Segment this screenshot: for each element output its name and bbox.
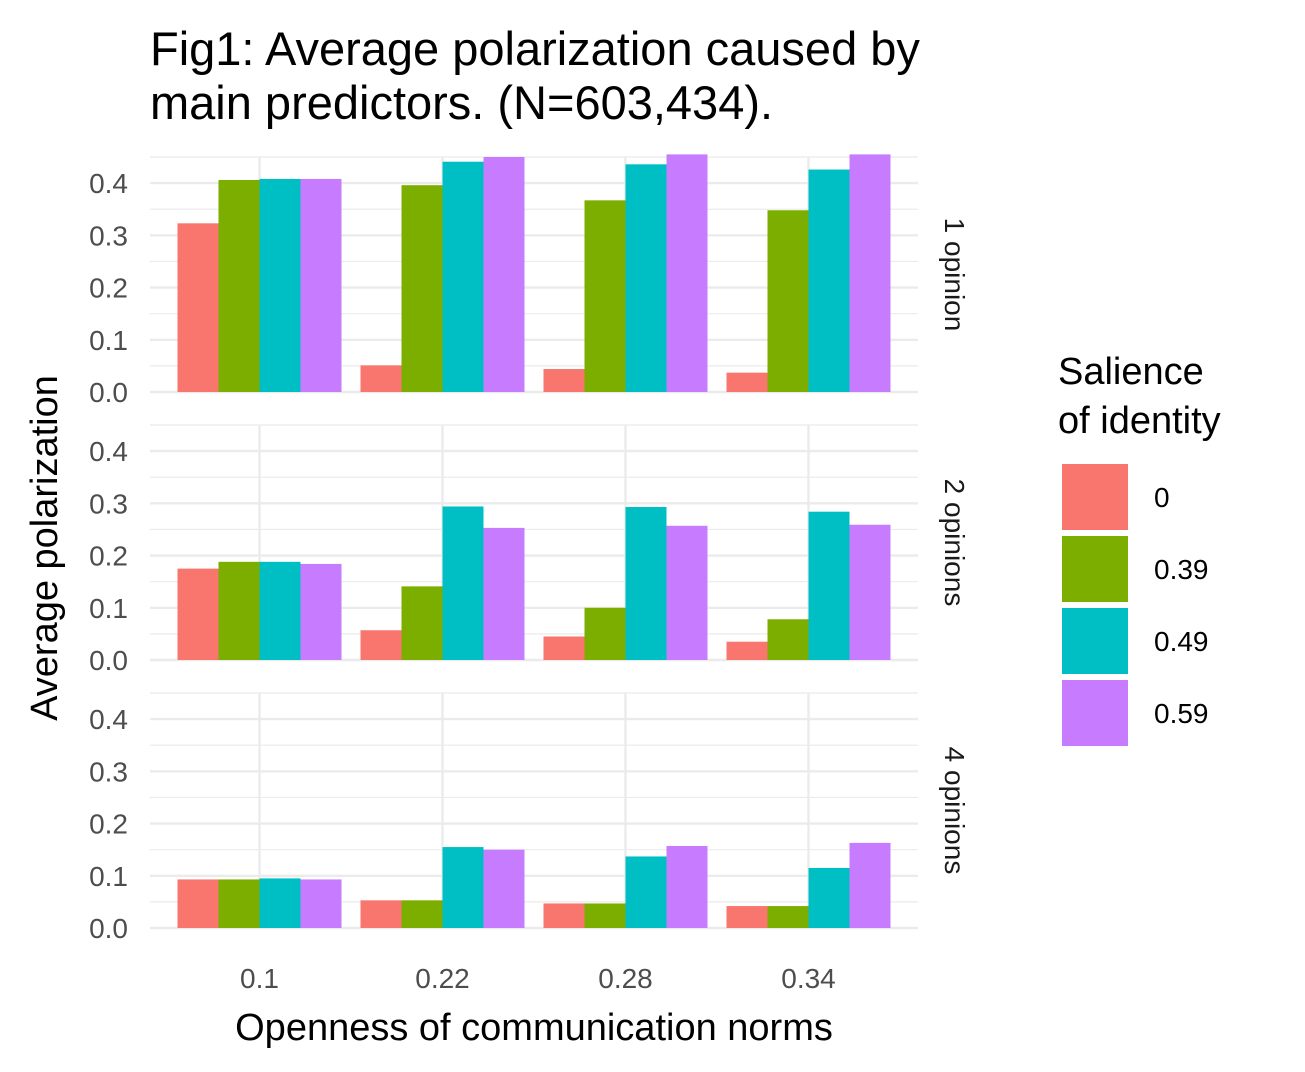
- chart-title: Fig1: Average polarization caused by mai…: [150, 22, 1250, 130]
- y-tick-label: 0.3: [89, 220, 128, 251]
- bar: [625, 856, 667, 928]
- bar: [808, 169, 850, 392]
- bar: [666, 525, 708, 660]
- bar: [767, 619, 809, 660]
- bar: [767, 906, 809, 928]
- legend-label: 0.59: [1154, 698, 1209, 729]
- bar: [259, 178, 301, 392]
- bar: [360, 630, 402, 660]
- bar: [584, 200, 626, 392]
- bar: [625, 164, 667, 392]
- bar: [401, 586, 443, 660]
- bar: [401, 185, 443, 392]
- bar: [300, 178, 342, 392]
- y-tick-label: 0.4: [89, 168, 128, 199]
- y-tick-label: 0.1: [89, 861, 128, 892]
- bar: [584, 607, 626, 660]
- y-tick-label: 0.1: [89, 593, 128, 624]
- legend-title-line1: Salience: [1058, 351, 1204, 393]
- bar: [442, 506, 484, 660]
- bar: [808, 511, 850, 660]
- bar: [442, 161, 484, 392]
- bar: [849, 842, 891, 928]
- y-tick-label: 0.2: [89, 809, 128, 840]
- bar: [442, 847, 484, 928]
- chart-title-line1: Fig1: Average polarization caused by: [150, 22, 920, 75]
- legend-swatch: [1062, 464, 1128, 530]
- bar: [849, 154, 891, 392]
- x-axis-title: Openness of communication norms: [235, 1007, 833, 1049]
- y-tick-label: 0.0: [89, 377, 128, 408]
- bar: [808, 867, 850, 928]
- bar: [726, 641, 768, 660]
- bar: [259, 561, 301, 660]
- facet-label: 2 opinions: [939, 479, 970, 607]
- bar: [218, 561, 260, 660]
- y-tick-label: 0.4: [89, 704, 128, 735]
- chart-title-line2: main predictors. (N=603,434).: [150, 76, 774, 129]
- y-tick-label: 0.4: [89, 436, 128, 467]
- bar: [483, 157, 525, 392]
- bar: [543, 903, 585, 928]
- facet-label: 4 opinions: [939, 747, 970, 875]
- y-tick-label: 0.0: [89, 645, 128, 676]
- bar: [666, 846, 708, 928]
- bar: [218, 879, 260, 928]
- bar: [300, 879, 342, 928]
- bar: [177, 879, 219, 928]
- legend-label: 0: [1154, 482, 1170, 513]
- bar: [177, 568, 219, 660]
- y-tick-label: 0.1: [89, 325, 128, 356]
- bar: [483, 527, 525, 660]
- bar: [218, 179, 260, 392]
- x-tick-label: 0.28: [598, 963, 653, 994]
- legend-label: 0.49: [1154, 626, 1209, 657]
- y-axis-title: Average polarization: [24, 375, 66, 721]
- x-tick-label: 0.1: [240, 963, 279, 994]
- facet-label: 1 opinion: [939, 218, 970, 332]
- bar: [177, 223, 219, 392]
- legend-swatch: [1062, 608, 1128, 674]
- y-tick-label: 0.3: [89, 756, 128, 787]
- bar: [483, 849, 525, 928]
- bar: [300, 563, 342, 660]
- bar: [584, 903, 626, 928]
- y-tick-label: 0.3: [89, 488, 128, 519]
- bar: [543, 636, 585, 660]
- legend-swatch: [1062, 680, 1128, 746]
- bar: [401, 900, 443, 928]
- y-tick-label: 0.2: [89, 541, 128, 572]
- x-tick-label: 0.34: [781, 963, 836, 994]
- bar: [259, 878, 301, 928]
- bar: [849, 524, 891, 660]
- legend-label: 0.39: [1154, 554, 1209, 585]
- legend-title-line2: of identity: [1058, 400, 1221, 442]
- x-tick-label: 0.22: [415, 963, 470, 994]
- bar: [360, 365, 402, 392]
- bar: [625, 506, 667, 660]
- bar: [767, 210, 809, 392]
- bar: [360, 900, 402, 928]
- legend-swatch: [1062, 536, 1128, 602]
- y-tick-label: 0.0: [89, 913, 128, 944]
- bar: [543, 369, 585, 392]
- bar: [726, 372, 768, 392]
- y-tick-label: 0.2: [89, 273, 128, 304]
- bar: [726, 906, 768, 928]
- bar: [666, 154, 708, 392]
